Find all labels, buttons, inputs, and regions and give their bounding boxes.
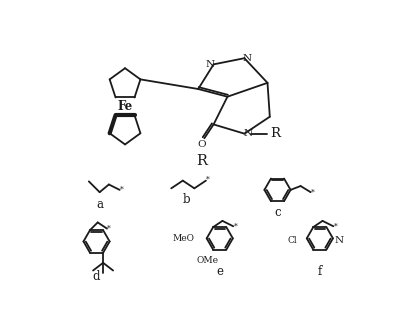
Text: f: f [318,265,322,278]
Text: Cl: Cl [288,236,298,245]
Text: N: N [206,60,215,69]
Text: b: b [183,193,190,206]
Text: *: * [311,188,315,196]
Text: Fe: Fe [117,100,133,113]
Text: *: * [120,185,124,193]
Text: c: c [274,207,281,219]
Text: N: N [244,129,253,138]
Text: MeO: MeO [172,234,194,243]
Text: N: N [243,54,252,63]
Text: e: e [216,265,223,278]
Text: d: d [93,270,100,283]
Text: R: R [197,154,208,168]
Text: *: * [234,222,237,230]
Text: *: * [206,176,210,184]
Text: a: a [96,198,103,211]
Text: *: * [107,225,111,233]
Text: O: O [197,140,206,149]
Text: OMe: OMe [196,256,218,265]
Text: *: * [334,222,337,230]
Text: R: R [270,127,280,140]
Text: N: N [335,236,344,245]
